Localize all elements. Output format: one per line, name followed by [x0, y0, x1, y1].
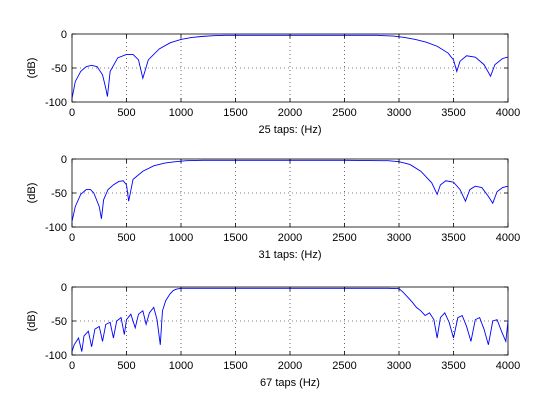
x-tick-label: 1500 — [223, 232, 247, 244]
x-tick-label: 1500 — [223, 107, 247, 119]
subplot: 0 500 1000 1500 2000 2500 3000 3500 4000 0 -50 -10… — [26, 29, 520, 136]
x-tick-label: 1000 — [169, 107, 193, 119]
y-tick-label: 0 — [61, 154, 67, 166]
x-axis-label: 67 taps (Hz) — [260, 377, 320, 389]
grid-lines — [72, 287, 508, 355]
grid-lines — [72, 34, 508, 102]
y-tick-label: -100 — [45, 222, 67, 234]
series-line — [71, 159, 509, 222]
y-tick-label: -50 — [51, 63, 67, 75]
x-tick-label: 2000 — [278, 360, 302, 372]
series-line — [71, 287, 509, 352]
x-tick-label: 4000 — [496, 107, 520, 119]
x-axis-label: 31 taps: (Hz) — [259, 249, 322, 261]
y-tick-label: 0 — [61, 29, 67, 41]
x-tick-label: 2000 — [278, 232, 302, 244]
x-tick-label: 1000 — [169, 232, 193, 244]
x-tick-label: 0 — [69, 107, 75, 119]
y-tick-label: -50 — [51, 188, 67, 200]
x-axis-ticks: 0 500 1000 1500 2000 2500 3000 3500 4000 — [69, 287, 520, 372]
x-tick-label: 3000 — [387, 107, 411, 119]
x-tick-label: 4000 — [496, 232, 520, 244]
x-tick-label: 3500 — [441, 232, 465, 244]
plot-area — [71, 33, 509, 103]
x-tick-label: 0 — [69, 360, 75, 372]
y-axis-ticks: 0 -50 -100 — [45, 282, 508, 362]
y-axis-label: (dB) — [26, 183, 38, 204]
y-axis-ticks: 0 -50 -100 — [45, 29, 508, 109]
y-tick-label: -100 — [45, 97, 67, 109]
x-tick-label: 2500 — [332, 360, 356, 372]
x-tick-label: 2500 — [332, 107, 356, 119]
x-tick-label: 0 — [69, 232, 75, 244]
subplot: 0 500 1000 1500 2000 2500 3000 3500 4000 0 -50 -10… — [26, 282, 520, 389]
y-tick-label: -100 — [45, 350, 67, 362]
x-tick-label: 500 — [117, 232, 135, 244]
x-axis-label: 25 taps: (Hz) — [259, 124, 322, 136]
x-tick-label: 1000 — [169, 360, 193, 372]
grid-lines — [72, 159, 508, 227]
plot-area — [71, 158, 509, 228]
x-tick-label: 4000 — [496, 360, 520, 372]
series-line — [71, 34, 509, 99]
x-tick-label: 3500 — [441, 107, 465, 119]
x-tick-label: 1500 — [223, 360, 247, 372]
x-axis-ticks: 0 500 1000 1500 2000 2500 3000 3500 4000 — [69, 159, 520, 244]
x-tick-label: 3500 — [441, 360, 465, 372]
subplot: 0 500 1000 1500 2000 2500 3000 3500 4000 0 -50 -10… — [26, 154, 520, 261]
x-tick-label: 2000 — [278, 107, 302, 119]
x-axis-ticks: 0 500 1000 1500 2000 2500 3000 3500 4000 — [69, 34, 520, 119]
x-tick-label: 3000 — [387, 360, 411, 372]
y-tick-label: 0 — [61, 282, 67, 294]
x-tick-label: 2500 — [332, 232, 356, 244]
plot-area — [71, 286, 509, 356]
y-axis-label: (dB) — [26, 311, 38, 332]
x-tick-label: 500 — [117, 107, 135, 119]
x-tick-label: 500 — [117, 360, 135, 372]
y-tick-label: -50 — [51, 316, 67, 328]
y-axis-label: (dB) — [26, 58, 38, 79]
x-tick-label: 3000 — [387, 232, 411, 244]
y-axis-ticks: 0 -50 -100 — [45, 154, 508, 234]
